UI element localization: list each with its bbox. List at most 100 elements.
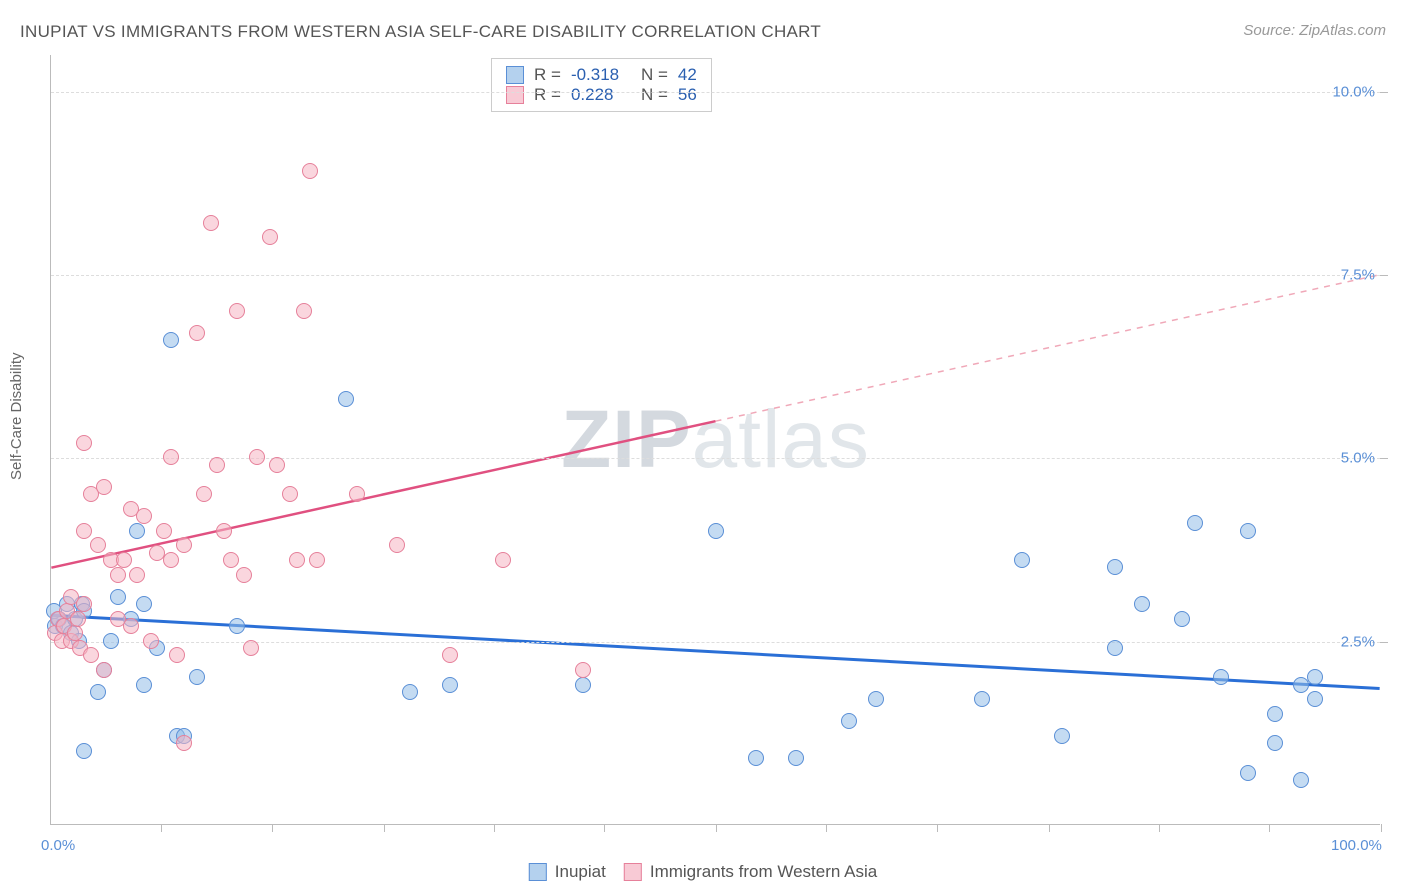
data-point — [841, 713, 857, 729]
data-point — [196, 486, 212, 502]
data-point — [868, 691, 884, 707]
legend-item-immigrants: Immigrants from Western Asia — [624, 862, 877, 882]
x-tick-mark — [1269, 824, 1270, 832]
y-tick-mark — [1380, 642, 1388, 643]
data-point — [216, 523, 232, 539]
swatch-blue-icon — [506, 66, 524, 84]
watermark-bold: ZIP — [561, 394, 692, 485]
data-point — [209, 457, 225, 473]
data-point — [282, 486, 298, 502]
data-point — [189, 669, 205, 685]
data-point — [1307, 691, 1323, 707]
source-attribution: Source: ZipAtlas.com — [1243, 22, 1386, 39]
data-point — [163, 449, 179, 465]
data-point — [1054, 728, 1070, 744]
data-point — [1293, 772, 1309, 788]
data-point — [123, 618, 139, 634]
gridline — [51, 275, 1380, 276]
data-point — [136, 677, 152, 693]
data-point — [76, 596, 92, 612]
data-point — [1134, 596, 1150, 612]
x-tick-mark — [937, 824, 938, 832]
scatter-plot-area: ZIPatlas R = -0.318 N = 42 R = 0.228 N =… — [50, 55, 1380, 825]
data-point — [163, 552, 179, 568]
data-point — [1107, 559, 1123, 575]
data-point — [176, 537, 192, 553]
swatch-pink-icon — [506, 86, 524, 104]
x-tick-mark — [272, 824, 273, 832]
data-point — [83, 647, 99, 663]
x-tick-mark — [1159, 824, 1160, 832]
data-point — [129, 567, 145, 583]
legend-label-immigrants: Immigrants from Western Asia — [650, 862, 877, 882]
x-tick-mark — [716, 824, 717, 832]
y-axis-label: Self-Care Disability — [8, 352, 25, 480]
data-point — [338, 391, 354, 407]
swatch-blue-icon — [529, 863, 547, 881]
legend-row-immigrants: R = 0.228 N = 56 — [506, 85, 697, 105]
data-point — [156, 523, 172, 539]
n-value-inupiat: 42 — [678, 65, 697, 85]
data-point — [1240, 765, 1256, 781]
y-tick-label: 7.5% — [1341, 267, 1385, 284]
data-point — [229, 618, 245, 634]
data-point — [136, 596, 152, 612]
source-label: Source: — [1243, 22, 1299, 39]
data-point — [243, 640, 259, 656]
data-point — [67, 625, 83, 641]
x-tick-mark — [1381, 824, 1382, 832]
data-point — [110, 589, 126, 605]
data-point — [1174, 611, 1190, 627]
data-point — [203, 215, 219, 231]
data-point — [236, 567, 252, 583]
data-point — [296, 303, 312, 319]
y-tick-label: 5.0% — [1341, 450, 1385, 467]
data-point — [1107, 640, 1123, 656]
data-point — [1267, 735, 1283, 751]
data-point — [442, 647, 458, 663]
data-point — [169, 647, 185, 663]
data-point — [349, 486, 365, 502]
series-legend: Inupiat Immigrants from Western Asia — [529, 862, 877, 882]
data-point — [1213, 669, 1229, 685]
x-tick-label: 100.0% — [1331, 837, 1382, 854]
x-tick-label: 0.0% — [41, 837, 75, 854]
gridline — [51, 92, 1380, 93]
legend-row-inupiat: R = -0.318 N = 42 — [506, 65, 697, 85]
trend-line — [51, 421, 715, 567]
data-point — [176, 735, 192, 751]
y-tick-mark — [1380, 92, 1388, 93]
data-point — [110, 567, 126, 583]
x-tick-mark — [1049, 824, 1050, 832]
data-point — [1267, 706, 1283, 722]
source-link[interactable]: ZipAtlas.com — [1299, 22, 1386, 39]
trend-line — [716, 275, 1380, 421]
x-tick-mark — [826, 824, 827, 832]
data-point — [76, 743, 92, 759]
data-point — [129, 523, 145, 539]
data-point — [269, 457, 285, 473]
r-value-inupiat: -0.318 — [571, 65, 631, 85]
data-point — [229, 303, 245, 319]
data-point — [1240, 523, 1256, 539]
data-point — [143, 633, 159, 649]
data-point — [163, 332, 179, 348]
data-point — [302, 163, 318, 179]
x-tick-mark — [604, 824, 605, 832]
r-value-immigrants: 0.228 — [571, 85, 631, 105]
data-point — [96, 479, 112, 495]
data-point — [1014, 552, 1030, 568]
data-point — [974, 691, 990, 707]
data-point — [103, 633, 119, 649]
data-point — [1187, 515, 1203, 531]
swatch-pink-icon — [624, 863, 642, 881]
data-point — [223, 552, 239, 568]
trend-lines — [51, 55, 1380, 824]
watermark: ZIPatlas — [561, 393, 870, 487]
x-tick-mark — [161, 824, 162, 832]
n-label: N = — [641, 65, 668, 85]
data-point — [90, 684, 106, 700]
data-point — [262, 229, 278, 245]
y-tick-label: 10.0% — [1332, 83, 1385, 100]
legend-label-inupiat: Inupiat — [555, 862, 606, 882]
